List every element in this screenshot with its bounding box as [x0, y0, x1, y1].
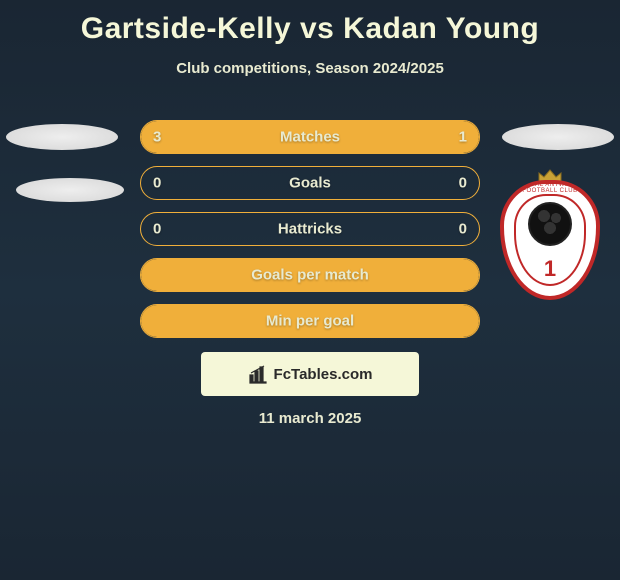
value-left: 0: [153, 221, 161, 238]
date-text: 11 march 2025: [0, 410, 620, 427]
stat-label: Min per goal: [266, 313, 354, 330]
chart-icon: [248, 364, 268, 384]
bar-track: 0 0 Goals: [140, 166, 480, 200]
stat-row: 0 0 Goals: [0, 166, 620, 200]
value-left: 0: [153, 175, 161, 192]
infographic-root: Gartside-Kelly vs Kadan Young Club compe…: [0, 0, 620, 580]
comparison-rows: 3 1 Matches 0 0 Goals 0 0 Hattricks Goals per mat…: [0, 120, 620, 350]
stat-row: 0 0 Hattricks: [0, 212, 620, 246]
bar-track: 3 1 Matches: [140, 120, 480, 154]
bar-left: [141, 121, 395, 153]
attribution-badge: FcTables.com: [201, 352, 419, 396]
bar-track: Min per goal: [140, 304, 480, 338]
stat-label: Goals per match: [251, 267, 369, 284]
subtitle: Club competitions, Season 2024/2025: [0, 60, 620, 77]
stat-row: Goals per match: [0, 258, 620, 292]
stat-label: Matches: [280, 129, 340, 146]
bar-track: Goals per match: [140, 258, 480, 292]
value-right: 0: [459, 175, 467, 192]
value-left: 3: [153, 129, 161, 146]
bar-track: 0 0 Hattricks: [140, 212, 480, 246]
value-right: 1: [459, 129, 467, 146]
attribution-text: FcTables.com: [274, 366, 373, 383]
stat-row: 3 1 Matches: [0, 120, 620, 154]
stat-label: Hattricks: [278, 221, 342, 238]
stat-row: Min per goal: [0, 304, 620, 338]
value-right: 0: [459, 221, 467, 238]
main-title: Gartside-Kelly vs Kadan Young: [0, 0, 620, 46]
stat-label: Goals: [289, 175, 331, 192]
